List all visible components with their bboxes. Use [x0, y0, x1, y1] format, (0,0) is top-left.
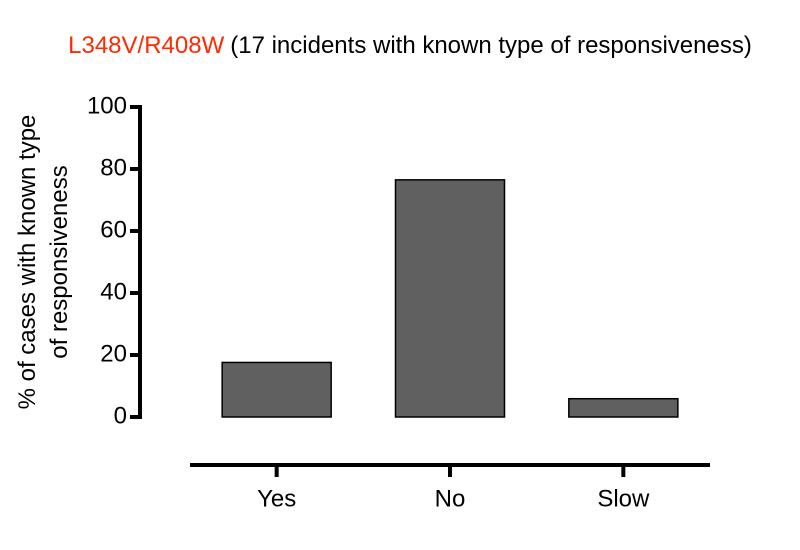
chart-title: L348V/R408W (17 incidents with known type…: [68, 32, 752, 59]
bar: [394, 179, 506, 418]
y-tick-label: 40: [100, 278, 127, 305]
title-part: L348V/R408W: [68, 32, 224, 59]
y-label-line: % of cases with known type: [14, 115, 41, 410]
x-tick-label: Yes: [257, 485, 296, 512]
bar: [568, 397, 679, 418]
y-tick-label: 80: [100, 154, 127, 181]
y-tick-label: 20: [100, 340, 127, 367]
y-axis-label: % of cases with known type of responsiven…: [14, 115, 73, 410]
y-label-line: of responsiveness: [46, 165, 73, 358]
x-tick-label: No: [435, 485, 466, 512]
x-tick-label: Slow: [597, 485, 650, 512]
y-tick-label: 0: [114, 402, 127, 429]
title-part: (17 incidents with known type of respons…: [230, 32, 752, 59]
y-tick-label: 100: [87, 92, 127, 119]
y-tick-label: 60: [100, 216, 127, 243]
bar: [221, 361, 332, 418]
